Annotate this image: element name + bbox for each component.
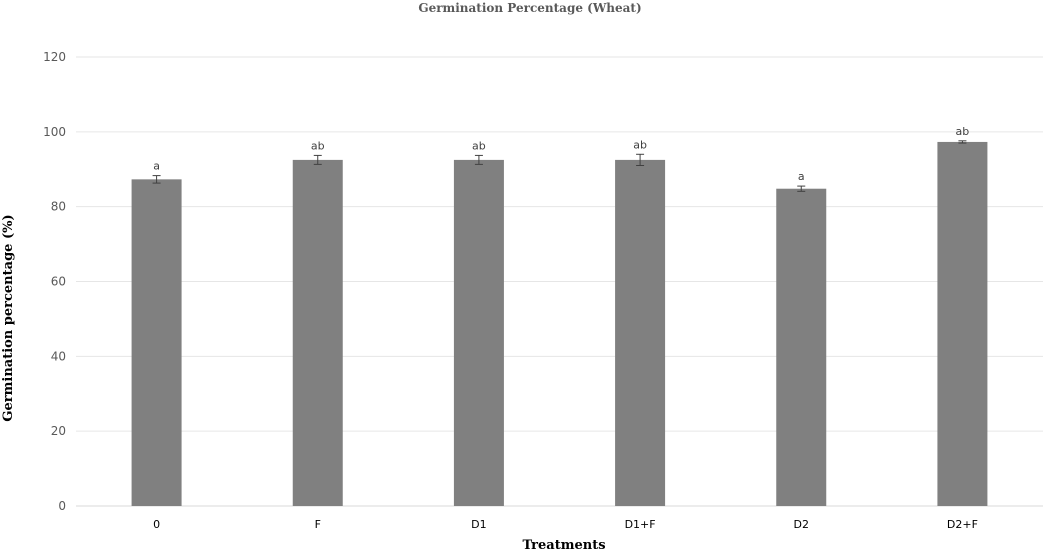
y-tick-label: 0 [58,499,66,513]
chart-title: Germination Percentage (Wheat) [418,1,641,15]
bar-d1 [453,159,504,507]
y-tick-label: 120 [43,50,66,64]
y-axis-title: Germination percentage (%) [1,214,16,421]
x-tick-label: D1+F [625,518,656,531]
significance-label: a [153,160,160,173]
x-tick-label: D2+F [947,518,978,531]
y-axis-ticks: 0 20 40 60 80 100 120 [43,50,66,513]
bar-0 [131,179,182,507]
bar-d1-plus-f [615,159,666,507]
x-tick-label: 0 [153,518,160,531]
significance-label: ab [472,139,486,152]
bar-d2 [776,188,827,506]
x-axis-title: Treatments [522,538,605,550]
significance-label: ab [633,138,647,151]
significance-label: ab [956,125,970,138]
error-bar [958,140,967,144]
error-bar [636,153,645,167]
significance-label: ab [311,139,325,152]
x-tick-label: D1 [471,518,486,531]
y-tick-label: 80 [51,200,66,214]
bar-d2-plus-f [937,141,988,506]
y-tick-label: 20 [51,424,66,438]
y-tick-label: 40 [51,349,66,363]
error-bar [474,154,483,165]
y-tick-label: 60 [51,275,66,289]
bar-f [292,159,343,507]
error-bar [152,175,161,184]
gridlines [76,56,1043,432]
error-bar [797,185,806,192]
x-axis-ticks: 0 F D1 D1+F D2 D2+F [153,518,978,531]
error-bar [313,154,322,165]
significance-label: a [798,170,805,183]
x-tick-label: D2 [794,518,809,531]
x-tick-label: F [315,518,321,531]
y-tick-label: 100 [43,125,66,139]
bars: a ab ab ab a ab [131,125,988,507]
